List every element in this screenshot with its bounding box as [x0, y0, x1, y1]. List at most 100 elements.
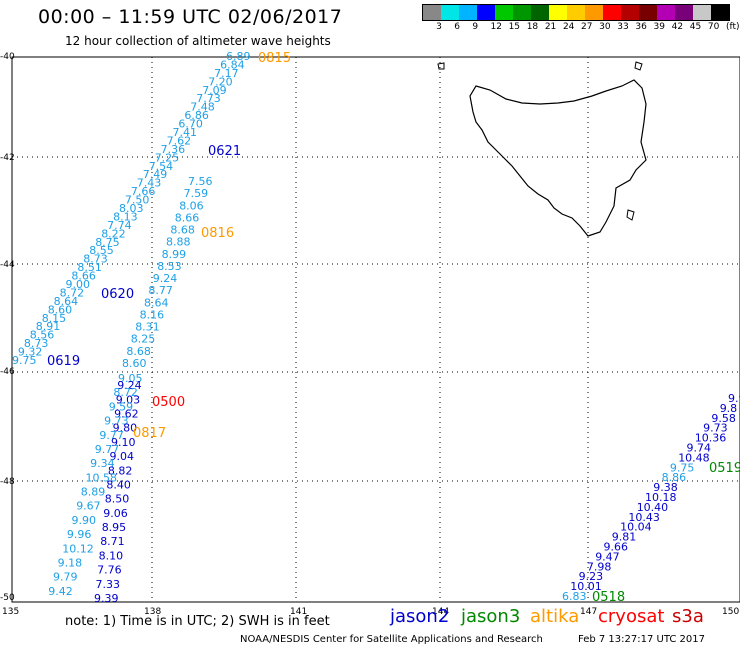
track-b-value: 8.64 — [144, 296, 169, 309]
track-a-value: 8.51 — [77, 261, 102, 274]
scale-swatch — [693, 5, 711, 20]
scale-swatch — [459, 5, 477, 20]
lat-label: -40 — [0, 52, 15, 62]
track-a-value: 9.32 — [18, 346, 43, 359]
track-d-value: 6.83 — [562, 590, 587, 603]
scale-label: 18 — [526, 22, 539, 32]
track-a-value: 7.73 — [196, 92, 221, 105]
lat-label: -42 — [0, 153, 15, 163]
track-a-value: 7.62 — [167, 134, 192, 147]
scale-swatch — [621, 5, 639, 20]
track-c-value: 9.79 — [53, 571, 78, 584]
scale-label: 42 — [671, 22, 684, 32]
track-c-value: 9.39 — [94, 592, 119, 605]
track-c-value: 7.76 — [97, 564, 122, 577]
island-southeast — [626, 209, 635, 221]
track-a-value: 7.17 — [214, 67, 239, 80]
track-b-value: 8.77 — [148, 284, 173, 297]
track-a-value: 8.55 — [89, 244, 114, 257]
track-d-value: 7.98 — [587, 560, 612, 573]
track-d-value: 9.73 — [703, 422, 728, 435]
track-a-value: 6.89 — [226, 50, 251, 63]
lat-label: -50 — [0, 593, 15, 603]
track-b-value: 8.31 — [135, 321, 160, 334]
track-a-value: 8.03 — [119, 202, 144, 215]
track-d-value: 10.48 — [678, 451, 710, 464]
track-c-value: 8.40 — [106, 479, 130, 492]
island-east — [634, 61, 643, 71]
track-a-value: 7.41 — [173, 126, 198, 139]
track-a-value: 8.60 — [48, 303, 72, 316]
generated-timestamp: Feb 7 13:27:17 UTC 2017 — [578, 634, 705, 645]
track-a-value: 7.50 — [125, 194, 149, 207]
track-a-value: 8.13 — [113, 210, 138, 223]
track-b-value: 8.68 — [126, 345, 150, 358]
track-a-value: 8.72 — [60, 286, 85, 299]
legend-s3a: s3a — [672, 606, 704, 627]
scale-swatch — [711, 5, 729, 20]
lon-label: 147 — [580, 607, 597, 617]
track-a-value: 7.36 — [161, 143, 186, 156]
track-d-value: 10.40 — [637, 501, 669, 514]
track-a-value: 9.00 — [66, 278, 91, 291]
pass-time-label: 0619 — [47, 354, 80, 369]
track-d-value: 9.74 — [687, 442, 712, 455]
scale-swatch — [675, 5, 693, 20]
track-d-value: 10.01 — [570, 580, 602, 593]
track-a-value: 6.86 — [184, 109, 209, 122]
track-d-value: 9.81 — [612, 531, 637, 544]
track-a-value: 9.75 — [12, 354, 37, 367]
page-subtitle: 12 hour collection of altimeter wave hei… — [65, 34, 331, 48]
scale-swatch — [531, 5, 549, 20]
track-a-value: 7.20 — [208, 75, 233, 88]
pass-time-label: 0621 — [208, 144, 241, 159]
scale-label: 45 — [689, 22, 702, 32]
track-c-value: 9.42 — [48, 585, 73, 598]
track-b-value: 8.06 — [179, 199, 204, 212]
pass-time-label: 0500 — [152, 395, 185, 410]
scale-swatch — [477, 5, 495, 20]
lon-label: 144 — [432, 607, 449, 617]
track-d-value: 9.38 — [653, 481, 678, 494]
track-d-value: 10.18 — [645, 491, 677, 504]
track-c-value: 9.77 — [95, 443, 120, 456]
track-c-value: 9.96 — [67, 528, 92, 541]
track-c-value: 9.77 — [99, 429, 124, 442]
track-a-value: 7.66 — [131, 185, 156, 198]
track-b-value: 7.56 — [188, 175, 213, 188]
track-c-value: 9.73 — [104, 415, 129, 428]
legend-jason2: jason2 — [390, 606, 450, 627]
scale-label: 3 — [436, 22, 442, 32]
track-b-value: 8.53 — [157, 260, 182, 273]
track-c-value: 9.59 — [109, 400, 134, 413]
color-scale-legend: 3 6 9 12 15 18 21 24 27 30 33 36 39 42 45 70 (ft) — [422, 4, 740, 35]
pass-time-label: 0815 — [258, 51, 291, 66]
track-c-value: 8.72 — [113, 386, 137, 399]
track-a-value: 7.48 — [190, 101, 215, 114]
lon-label: 138 — [144, 607, 161, 617]
track-c-value: 9.80 — [113, 422, 138, 435]
track-d-value: 9.75 — [670, 461, 695, 474]
scale-label: 24 — [562, 22, 575, 32]
track-d-value: 9.9 — [728, 392, 740, 405]
scale-label: 27 — [581, 22, 593, 32]
tasmania-coastline — [469, 79, 647, 237]
track-a-value: 8.64 — [54, 295, 79, 308]
track-d-value: 9.47 — [595, 550, 620, 563]
credit-line: NOAA/NESDIS Center for Satellite Applica… — [240, 634, 543, 645]
track-a-value: 8.75 — [95, 236, 120, 249]
track-c-value: 9.04 — [110, 450, 135, 463]
track-a-value: 8.15 — [42, 312, 66, 325]
track-c-value: 8.95 — [102, 521, 127, 534]
track-c-value: 9.62 — [114, 408, 139, 421]
track-d-value: 8.86 — [662, 471, 687, 484]
scale-swatch — [549, 5, 567, 20]
track-b-value: 8.25 — [131, 333, 156, 346]
track-a-value: 7.43 — [137, 177, 162, 190]
scale-swatch — [423, 5, 441, 20]
lon-label: 141 — [290, 607, 307, 617]
scale-swatch — [657, 5, 675, 20]
lat-label: -48 — [0, 477, 15, 487]
track-a-value: 7.54 — [149, 160, 174, 173]
scale-swatch — [639, 5, 657, 20]
